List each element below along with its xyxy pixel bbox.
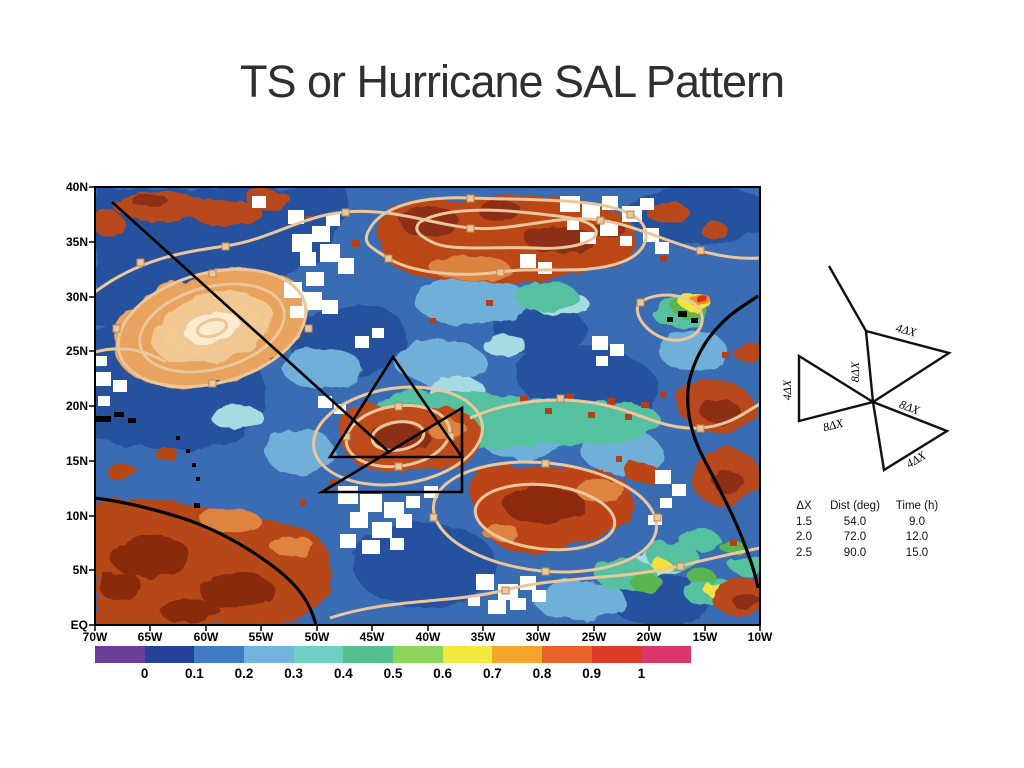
leg-label-lower-left: 8ΔX	[821, 416, 845, 435]
colorbar-segment	[641, 646, 692, 663]
lon-label: 15W	[693, 630, 718, 644]
lon-label: 20W	[637, 630, 662, 644]
table-header-row: ΔX Dist (deg) Time (h)	[786, 499, 946, 515]
leg-label-spoke: 8ΔX	[848, 361, 862, 382]
delta-x-table: ΔX Dist (deg) Time (h) 1.5 54.0 9.0 2.0 …	[786, 499, 946, 561]
lon-axis-labels: 70W 65W 60W 55W 50W 45W 40W 35W 30W 25W …	[83, 630, 773, 644]
colorbar-segment	[492, 646, 543, 663]
lat-label: 5N	[73, 563, 88, 577]
lat-label: 10N	[66, 509, 88, 523]
colorbar-segment	[591, 646, 642, 663]
colorbar-bar	[95, 646, 692, 663]
flight-track-line	[111, 201, 391, 454]
lon-label: 10W	[748, 630, 773, 644]
lat-label: 25N	[66, 344, 88, 358]
pattern-tail-line	[827, 265, 868, 332]
table-cell: 90.0	[843, 546, 867, 559]
africa-coastline	[686, 294, 760, 589]
lat-label: 20N	[66, 399, 88, 413]
colorbar-tick-label: 0.6	[433, 666, 453, 681]
lon-label: 45W	[360, 630, 385, 644]
table-header-cell: Time (h)	[895, 500, 939, 512]
colorbar-segment	[542, 646, 592, 663]
lon-label: 25W	[582, 630, 607, 644]
colorbar-segment	[194, 646, 245, 663]
table-cell: 1.5	[796, 515, 812, 528]
lon-label: 35W	[471, 630, 496, 644]
table-cell: 2.0	[796, 531, 812, 543]
table-row: 2.0 72.0 12.0	[786, 530, 946, 546]
table-row: 1.5 54.0 9.0	[786, 515, 946, 531]
table-cell: 15.0	[905, 546, 929, 559]
axis-ticks	[89, 186, 761, 631]
table-row: 2.5 90.0 15.0	[786, 546, 946, 562]
colorbar-tick-label: 0.5	[383, 666, 403, 681]
islands	[96, 311, 698, 508]
table-cell: 54.0	[843, 515, 867, 528]
flight-triangle-2	[317, 405, 464, 494]
lon-label: 30W	[526, 630, 551, 644]
colorbar-segment	[343, 646, 394, 663]
pattern-triangle-upper	[864, 329, 952, 405]
contour-markers	[112, 194, 705, 595]
colorbar: 0 0.1 0.2 0.3 0.4 0.5 0.6 0.7 0.8 0.9 1	[95, 646, 692, 690]
lat-axis-labels: 40N 35N 30N 25N 20N 15N 10N 5N EQ	[66, 180, 88, 632]
lon-label: 60W	[194, 630, 219, 644]
leg-label-bottom: 4ΔX	[904, 448, 929, 471]
colorbar-segment	[393, 646, 443, 663]
colorbar-tick-label: 0.8	[532, 666, 552, 681]
flight-triangle-1	[327, 354, 465, 459]
pattern-triangle-left	[797, 353, 877, 423]
flight-pattern-diagram: 4ΔX 8ΔX 4ΔX 8ΔX 8ΔX 4ΔX	[780, 265, 952, 472]
slide-title: TS or Hurricane SAL Pattern	[239, 56, 785, 107]
lon-label: 65W	[138, 630, 163, 644]
colorbar-tick-label: 0.9	[582, 666, 602, 681]
south-america-coastline	[95, 496, 318, 625]
lat-label: EQ	[71, 618, 88, 632]
colorbar-segment	[144, 646, 195, 663]
colorbar-segment	[95, 646, 145, 663]
colorbar-segment	[293, 646, 344, 663]
colorbar-tick-label: 0.1	[184, 666, 204, 681]
lat-label: 40N	[66, 180, 88, 194]
table-header-cell: ΔX	[796, 500, 812, 512]
colorbar-tick-label: 0.7	[482, 666, 502, 681]
lat-label: 35N	[66, 235, 88, 249]
flight-pattern-overlay	[111, 201, 465, 494]
colorbar-tick-label: 0.3	[284, 666, 304, 681]
sal-map-figure: 40N 35N 30N 25N 20N 15N 10N 5N EQ 70W 65…	[66, 180, 773, 644]
leg-label-top: 4ΔX	[894, 321, 918, 340]
lat-label: 15N	[66, 454, 88, 468]
lon-label: 55W	[249, 630, 274, 644]
leg-label-left: 4ΔX	[780, 379, 794, 400]
lat-label: 30N	[66, 290, 88, 304]
colorbar-tick-label: 0	[140, 666, 149, 681]
lon-label: 50W	[305, 630, 330, 644]
field-layer	[95, 187, 760, 625]
table-cell: 12.0	[905, 531, 929, 543]
coastline-layer	[95, 294, 760, 625]
colorbar-tick-label: 1	[637, 666, 646, 681]
colorbar-segment	[244, 646, 294, 663]
pattern-lines	[797, 265, 952, 472]
table-header-cell: Dist (deg)	[830, 500, 880, 512]
pattern-triangle-lower	[871, 400, 950, 472]
colorbar-segment	[442, 646, 493, 663]
colorbar-tick-label: 0.4	[333, 666, 353, 681]
colorbar-tick-label: 0.2	[234, 666, 254, 681]
leg-label-right: 8ΔX	[897, 397, 922, 418]
lon-label: 70W	[83, 630, 108, 644]
lon-label: 40W	[416, 630, 441, 644]
table-cell: 72.0	[843, 531, 867, 543]
table-cell: 2.5	[796, 546, 812, 559]
table-cell: 9.0	[909, 515, 925, 528]
